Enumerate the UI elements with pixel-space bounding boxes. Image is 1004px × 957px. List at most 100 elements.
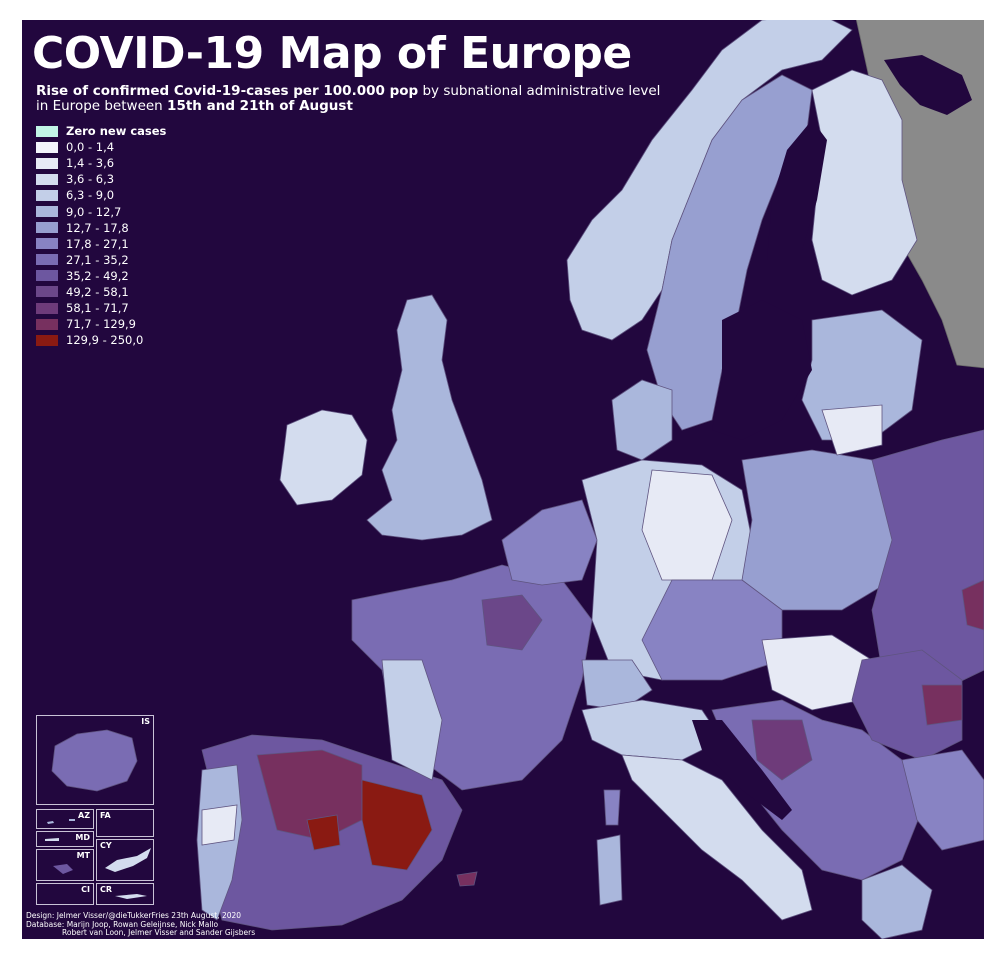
legend-swatch <box>36 173 58 185</box>
legend-item: 17,8 - 27,1 <box>36 236 166 252</box>
legend-swatch <box>36 302 58 314</box>
kaliningrad-no-data-area <box>884 55 972 115</box>
malta-shape <box>53 864 73 874</box>
legend-item: 58,1 - 71,7 <box>36 300 166 316</box>
legend-label: 12,7 - 17,8 <box>66 220 129 235</box>
inset-madeira: MD <box>36 831 94 847</box>
region-bosnia <box>751 719 813 781</box>
subtitle: Rise of confirmed Covid-19-cases per 100… <box>36 84 676 114</box>
legend-label: 3,6 - 6,3 <box>66 172 115 187</box>
inset-faroe: FA <box>96 809 154 837</box>
legend-label: 71,7 - 129,9 <box>66 317 136 332</box>
region-romania-south <box>921 684 963 726</box>
iceland-shape <box>51 729 138 792</box>
legend-item: 12,7 - 17,8 <box>36 220 166 236</box>
legend-label: 129,9 - 250,0 <box>66 333 144 348</box>
region-aragon-catalonia <box>361 779 433 871</box>
inset-label: CR <box>100 885 113 894</box>
legend-item: 1,4 - 3,6 <box>36 155 166 171</box>
legend-label: 0,0 - 1,4 <box>66 140 115 155</box>
inset-cyprus: CY <box>96 839 154 881</box>
region-ukraine-east <box>961 579 984 631</box>
region-denmark <box>611 379 673 461</box>
legend-label: 6,3 - 9,0 <box>66 188 115 203</box>
inset-label: MT <box>76 851 90 860</box>
region-czechia-austria <box>641 579 783 681</box>
inset-label: FA <box>100 811 111 820</box>
region-balearic <box>456 871 478 887</box>
sea-baltic <box>712 300 812 440</box>
legend-swatch <box>36 206 58 218</box>
legend-swatch <box>36 270 58 282</box>
inset-crete: CR <box>96 883 154 905</box>
subtitle-part1: Rise of confirmed Covid-19-cases per 100… <box>36 83 419 99</box>
inset-label: AZ <box>78 811 90 820</box>
legend-item: 6,3 - 9,0 <box>36 187 166 203</box>
legend-swatch <box>36 141 58 153</box>
legend-item: 27,1 - 35,2 <box>36 252 166 268</box>
legend-item: 3,6 - 6,3 <box>36 171 166 187</box>
legend-swatch <box>36 318 58 330</box>
legend-swatch <box>36 254 58 266</box>
legend-item: 9,0 - 12,7 <box>36 203 166 219</box>
legend: Zero new cases 0,0 - 1,4 1,4 - 3,6 3,6 -… <box>36 123 166 348</box>
region-romania <box>851 649 963 761</box>
cyprus-shape <box>105 848 151 872</box>
region-italy <box>621 754 813 921</box>
region-poland <box>741 449 903 611</box>
inset-azores: AZ <box>36 809 94 829</box>
legend-swatch <box>36 286 58 298</box>
legend-swatch <box>36 238 58 250</box>
region-sardinia <box>596 834 623 906</box>
page-title: COVID-19 Map of Europe <box>32 28 632 79</box>
legend-swatch <box>36 125 58 137</box>
region-benelux <box>501 499 598 586</box>
region-corsica <box>603 789 621 826</box>
sea-gulf-of-bothnia <box>767 120 827 280</box>
subtitle-part4: 15th and 21th of August <box>167 98 353 114</box>
inset-iceland: IS <box>36 715 154 805</box>
credits-database-cont: Robert van Loon, Jelmer Visser and Sande… <box>62 928 256 938</box>
legend-label: 49,2 - 58,1 <box>66 284 129 299</box>
legend-swatch <box>36 334 58 346</box>
credits: Design: Jelmer Visser/@dieTukkerFries 23… <box>26 911 256 938</box>
region-great-britain <box>366 294 493 541</box>
legend-label: Zero new cases <box>66 124 167 139</box>
inset-channel-islands: CI <box>36 883 94 905</box>
legend-label: 27,1 - 35,2 <box>66 252 129 267</box>
subtitle-part2: by subnational administrative level <box>418 83 661 99</box>
legend-item: 129,9 - 250,0 <box>36 332 166 348</box>
inset-label: CY <box>100 841 112 850</box>
region-greece <box>861 864 933 939</box>
credits-design: Design: Jelmer Visser/@dieTukkerFries 23… <box>26 911 242 920</box>
inset-label: IS <box>141 717 150 726</box>
region-portugal-north <box>201 804 238 846</box>
legend-label: 35,2 - 49,2 <box>66 268 129 283</box>
sea-adriatic <box>692 720 792 820</box>
legend-swatch <box>36 189 58 201</box>
legend-swatch <box>36 222 58 234</box>
legend-item: Zero new cases <box>36 123 166 139</box>
region-lithuania <box>821 404 883 456</box>
legend-item: 71,7 - 129,9 <box>36 316 166 332</box>
legend-label: 9,0 - 12,7 <box>66 204 122 219</box>
region-switzerland <box>581 659 653 711</box>
azores-shape <box>47 819 75 824</box>
region-france-west <box>381 659 443 781</box>
credits-database: Database: Marijn Joop, Rowan Geleijnse, … <box>26 919 219 929</box>
inset-label: MD <box>75 833 90 842</box>
legend-label: 17,8 - 27,1 <box>66 236 129 251</box>
region-madrid <box>306 814 341 851</box>
region-ile-de-france <box>481 594 543 651</box>
madeira-shape <box>45 838 59 841</box>
region-ireland <box>279 409 368 506</box>
legend-item: 49,2 - 58,1 <box>36 284 166 300</box>
inset-malta: MT <box>36 849 94 881</box>
inset-label: CI <box>81 885 90 894</box>
legend-item: 0,0 - 1,4 <box>36 139 166 155</box>
region-norway <box>566 20 853 341</box>
legend-item: 35,2 - 49,2 <box>36 268 166 284</box>
legend-swatch <box>36 157 58 169</box>
map-canvas <box>196 20 984 939</box>
crete-shape <box>115 894 147 899</box>
